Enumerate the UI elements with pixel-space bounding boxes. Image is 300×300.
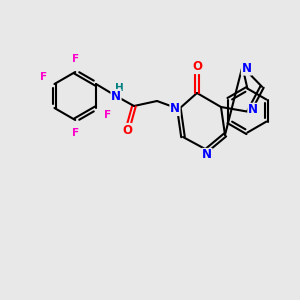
Text: H: H (115, 83, 123, 93)
Text: N: N (111, 89, 121, 103)
Text: F: F (72, 54, 79, 64)
Text: O: O (192, 61, 202, 74)
Text: N: N (170, 103, 180, 116)
Text: F: F (40, 73, 47, 82)
Text: F: F (72, 128, 79, 138)
Text: F: F (104, 110, 111, 119)
Text: N: N (202, 148, 212, 161)
Text: N: N (242, 62, 251, 75)
Text: N: N (248, 103, 258, 116)
Text: O: O (122, 124, 132, 136)
